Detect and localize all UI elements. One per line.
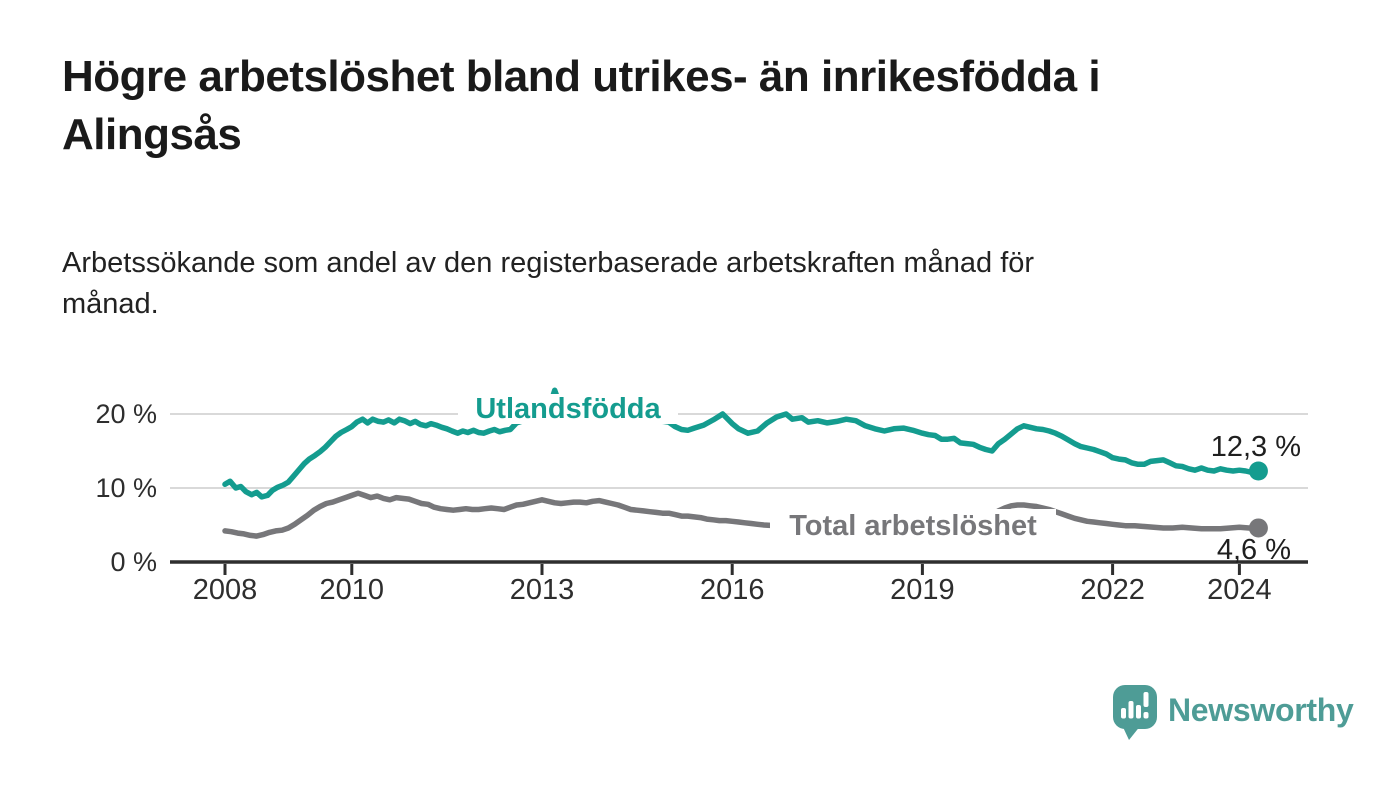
logo-exclamation-dot	[1143, 712, 1149, 719]
end-value-label-utlandsf-dda: 12,3 %	[1211, 431, 1301, 463]
newsworthy-logo-text: Newsworthy	[1168, 692, 1354, 728]
series-label-halo-1	[770, 509, 1056, 542]
logo-bar-2	[1128, 701, 1134, 719]
x-tick-label-2016: 2016	[700, 574, 765, 606]
series-label-utlandsf-dda: Utlandsfödda	[475, 393, 661, 425]
series-line-total-arbetsl-shet	[222, 490, 1262, 539]
page-title: Högre arbetslöshet bland utrikes- än inr…	[62, 48, 1101, 164]
page-title-line-2: Alingsås	[62, 110, 242, 159]
page-title-line-1: Högre arbetslöshet bland utrikes- än inr…	[62, 52, 1101, 101]
y-tick-label-0: 0 %	[110, 547, 157, 577]
newsworthy-branding: Newsworthy	[1112, 684, 1354, 741]
x-tick-label-2013: 2013	[510, 574, 575, 606]
page-subtitle-line-1: Arbetssökande som andel av den registerb…	[62, 247, 1035, 279]
endpoint-dot-utlandsf-dda	[1248, 461, 1268, 481]
end-value-label-total-arbetsl-shet: 4,6 %	[1217, 534, 1291, 566]
x-tick-label-2010: 2010	[320, 574, 385, 606]
logo-bar-3	[1136, 705, 1141, 719]
logo-bar-1	[1121, 708, 1126, 719]
logo-exclamation-bar	[1143, 692, 1149, 707]
y-tick-label-10: 10 %	[95, 473, 157, 503]
series-label-halo-0	[458, 394, 678, 424]
newsworthy-logo-icon	[1113, 685, 1157, 740]
x-tick-label-2019: 2019	[890, 574, 955, 606]
page-subtitle-line-2: månad.	[62, 288, 159, 320]
x-tick-label-2022: 2022	[1080, 574, 1145, 606]
page-subtitle: Arbetssökande som andel av den registerb…	[62, 243, 1034, 325]
logo-bubble-shape	[1113, 685, 1157, 729]
y-tick-label-20: 20 %	[95, 399, 157, 429]
x-tick-label-2008: 2008	[193, 574, 258, 606]
x-tick-label-2024: 2024	[1207, 574, 1272, 606]
series-line-utlandsf-dda	[222, 387, 1262, 500]
endpoint-dot-total-arbetsl-shet	[1248, 518, 1268, 538]
series-label-total-arbetsl-shet: Total arbetslöshet	[789, 510, 1037, 542]
logo-bubble-tail	[1122, 725, 1141, 740]
